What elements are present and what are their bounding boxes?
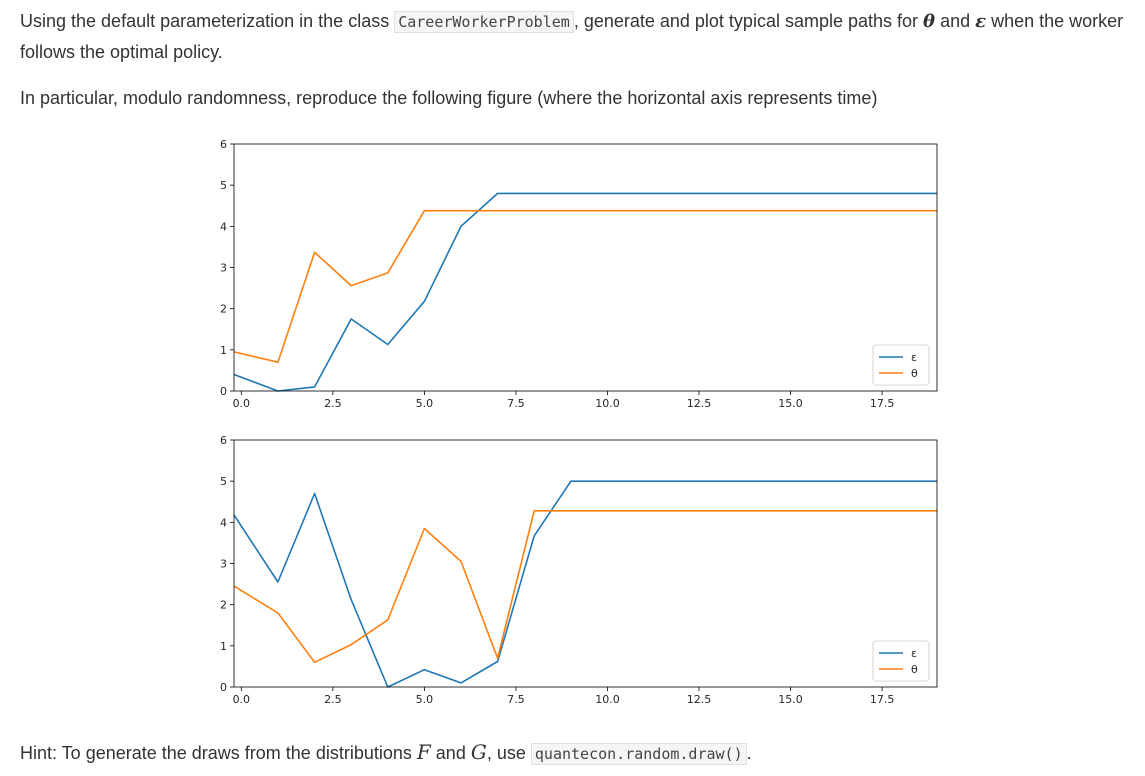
g-symbol: G: [470, 740, 487, 764]
x-tick-label: 15.0: [778, 397, 803, 410]
axes-frame: [233, 143, 938, 392]
y-tick-label: 1: [220, 344, 227, 357]
series-line-1: [233, 192, 937, 392]
x-tick-label: 0.0: [233, 397, 251, 410]
y-tick-label: 3: [220, 558, 227, 571]
hint-period: .: [746, 743, 752, 763]
x-tick-label: 12.5: [687, 693, 712, 706]
x-tick-label: 0.0: [233, 693, 251, 706]
legend-box: [872, 344, 930, 386]
x-tick-label: 5.0: [416, 397, 434, 410]
plot-1: 0.0 2.5 5.0 7.5 10.0 12.5 15.0 17.5 0 1 2 3 4 5 6 εθ: [220, 138, 938, 410]
intro-text-1: Using the default parameterization in th…: [20, 11, 390, 31]
x-tick-label: 10.0: [595, 693, 620, 706]
and-word: and: [940, 11, 971, 31]
y-tick-label: 6: [220, 434, 227, 447]
intro-text-3: when the worker follows the optimal poli…: [20, 11, 1124, 62]
series-line-1: [233, 480, 937, 688]
hint-text-2: , use: [486, 743, 526, 763]
draw-function-code: quantecon.random.draw(): [530, 743, 747, 765]
legend-label: ε: [911, 351, 917, 364]
y-tick-label: 0: [220, 385, 227, 398]
x-tick-label: 5.0: [416, 693, 434, 706]
series-line-2: [233, 509, 937, 664]
plot-2: 0.0 2.5 5.0 7.5 10.0 12.5 15.0 17.5 0 1 2 3 4 5 6 εθ: [220, 434, 938, 706]
x-tick-label: 10.0: [595, 397, 620, 410]
particular-paragraph: In particular, modulo randomness, reprod…: [20, 88, 878, 108]
series-line-2: [233, 209, 937, 364]
x-tick-label: 15.0: [778, 693, 803, 706]
x-tick-label: 17.5: [870, 693, 895, 706]
x-tick-label: 7.5: [507, 693, 525, 706]
legend-label: ε: [911, 647, 917, 660]
y-tick-label: 4: [220, 220, 227, 233]
x-tick-label: 2.5: [324, 693, 342, 706]
intro-text-2: , generate and plot typical sample paths…: [573, 11, 919, 31]
y-tick-label: 6: [220, 138, 227, 151]
x-tick-label: 12.5: [687, 397, 712, 410]
y-tick-label: 1: [220, 640, 227, 653]
legend-label: θ: [911, 367, 918, 380]
class-name-code: CareerWorkerProblem: [394, 11, 574, 33]
legend-box: [872, 640, 930, 682]
legend-label: θ: [911, 663, 918, 676]
hint-and-word: and: [435, 743, 466, 763]
y-tick-label: 3: [220, 262, 227, 275]
theta-symbol: θ: [923, 11, 936, 32]
y-tick-label: 0: [220, 681, 227, 694]
y-tick-label: 2: [220, 599, 227, 612]
x-tick-label: 7.5: [507, 397, 525, 410]
epsilon-symbol: ε: [975, 11, 987, 32]
y-tick-label: 4: [220, 516, 227, 529]
intro-paragraph: Using the default parameterization in th…: [20, 6, 1135, 67]
y-tick-label: 5: [220, 475, 227, 488]
hint-paragraph: Hint: To generate the draws from the dis…: [20, 737, 1135, 769]
y-tick-label: 2: [220, 303, 227, 316]
hint-text-1: Hint: To generate the draws from the dis…: [20, 743, 412, 763]
x-tick-label: 17.5: [870, 397, 895, 410]
y-tick-label: 5: [220, 179, 227, 192]
x-tick-label: 2.5: [324, 397, 342, 410]
f-symbol: F: [416, 740, 431, 764]
